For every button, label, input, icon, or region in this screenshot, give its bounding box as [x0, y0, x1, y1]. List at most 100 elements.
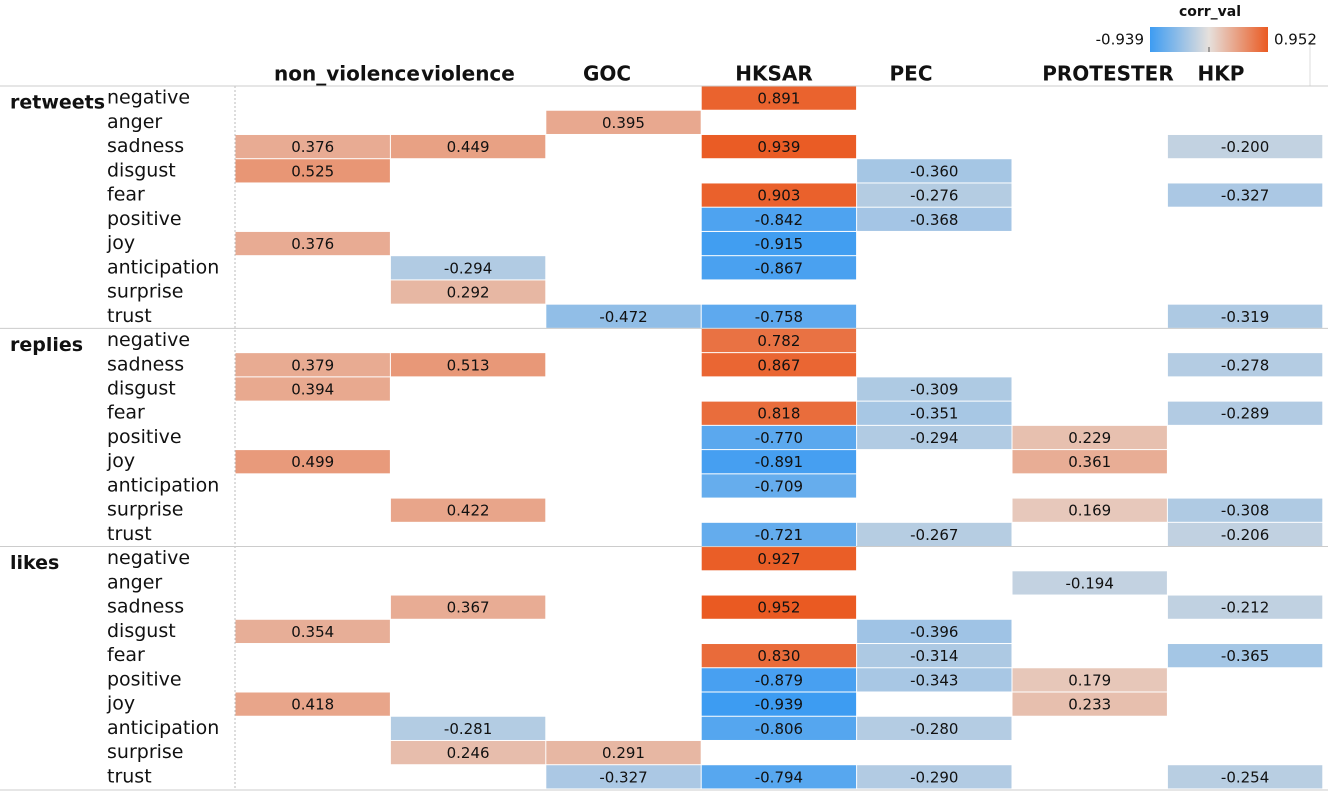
cell-label: -0.294	[910, 429, 958, 447]
row-label: trust	[107, 305, 152, 327]
heat-cell	[701, 644, 857, 668]
heat-cell	[1012, 692, 1167, 716]
cell-label: -0.327	[599, 768, 647, 786]
heat-cell	[857, 619, 1012, 644]
row-label: positive	[107, 426, 182, 448]
heat-cell	[701, 256, 857, 280]
column-label: GOC	[583, 62, 631, 86]
cell-label: 0.927	[757, 550, 800, 568]
heat-cell	[701, 716, 857, 740]
heat-cell	[390, 134, 546, 159]
row-label: surprise	[107, 281, 184, 303]
heat-cell	[701, 450, 857, 474]
heat-cell	[390, 716, 546, 740]
heat-cell	[390, 256, 546, 280]
cell-label: -0.343	[910, 671, 958, 689]
heat-cell	[235, 231, 390, 256]
cell-label: 0.379	[291, 356, 334, 374]
cell-label: 0.169	[1068, 502, 1111, 520]
heat-cell	[235, 377, 390, 401]
cell-label: -0.472	[599, 308, 647, 326]
heat-cell	[1167, 183, 1323, 207]
row-label: fear	[107, 644, 145, 666]
cell-label: 0.830	[757, 647, 800, 665]
heat-cell	[857, 716, 1012, 740]
cell-label: -0.276	[910, 187, 958, 205]
heat-cell	[701, 328, 857, 353]
heat-cell	[701, 401, 857, 425]
row-label: fear	[107, 402, 145, 424]
cell-label: -0.267	[910, 526, 958, 544]
cell-label: -0.327	[1221, 187, 1269, 205]
cell-label: -0.289	[1221, 405, 1269, 423]
legend-title: corr_val	[1179, 4, 1241, 20]
heat-cell	[1012, 668, 1167, 692]
cell-label: 0.891	[757, 90, 800, 108]
cell-label: -0.770	[755, 429, 803, 447]
heat-cell	[701, 425, 857, 450]
column-label: violence	[421, 62, 515, 86]
cell-label: 0.952	[757, 599, 800, 617]
cell-label: 0.418	[291, 696, 334, 714]
row-label: joy	[106, 450, 135, 472]
row-label: joy	[106, 232, 135, 254]
row-label: negative	[107, 329, 190, 351]
row-label: surprise	[107, 741, 184, 763]
cell-label: -0.365	[1221, 647, 1269, 665]
cell-label: -0.351	[910, 405, 958, 423]
cell-label: -0.280	[910, 720, 958, 738]
cell-label: -0.709	[755, 477, 803, 495]
cell-label: -0.939	[755, 696, 803, 714]
cell-label: -0.200	[1221, 138, 1269, 156]
cell-label: 0.513	[447, 356, 490, 374]
heat-cell	[546, 304, 701, 328]
heat-cell	[701, 474, 857, 498]
row-label: anticipation	[107, 717, 219, 739]
row-label: trust	[107, 523, 152, 545]
row-label: anticipation	[107, 256, 219, 278]
heat-cell	[235, 159, 390, 183]
cell-label: 0.246	[447, 744, 490, 762]
row-label: surprise	[107, 499, 184, 521]
legend-min: -0.939	[1096, 31, 1144, 49]
row-label: sadness	[107, 596, 184, 618]
heat-cell	[857, 644, 1012, 668]
cell-label: 0.361	[1068, 453, 1111, 471]
heat-cell	[701, 207, 857, 231]
heat-cell	[857, 765, 1012, 789]
column-label: non_violence	[274, 62, 420, 86]
heat-cell	[1167, 304, 1323, 328]
cell-label: -0.212	[1221, 599, 1269, 617]
heat-cell	[1167, 765, 1323, 789]
row-label: negative	[107, 547, 190, 569]
cell-label: 0.525	[291, 162, 334, 180]
row-label: disgust	[107, 159, 176, 181]
cell-label: -0.794	[755, 768, 803, 786]
cell-label: 0.867	[757, 356, 800, 374]
cell-label: -0.891	[755, 453, 803, 471]
cell-label: -0.360	[910, 162, 958, 180]
cell-label: 0.376	[291, 235, 334, 253]
cell-label: -0.294	[444, 259, 492, 277]
row-label: fear	[107, 184, 145, 206]
heat-cell	[1167, 134, 1323, 159]
heat-cell	[390, 498, 546, 522]
heat-cell	[857, 401, 1012, 425]
cell-label: -0.368	[910, 211, 958, 229]
heat-cell	[390, 353, 546, 377]
row-label: anticipation	[107, 474, 219, 496]
cell-label: 0.229	[1068, 429, 1111, 447]
heat-cell	[1167, 498, 1323, 522]
heat-cell	[235, 692, 390, 716]
heat-cell	[235, 619, 390, 644]
row-label: negative	[107, 87, 190, 109]
cell-label: 0.394	[291, 381, 334, 399]
cell-label: 0.422	[447, 502, 490, 520]
heat-cell	[857, 522, 1012, 547]
heat-cell	[701, 668, 857, 692]
group-label: likes	[10, 552, 59, 574]
heat-cell	[701, 86, 857, 110]
heat-cell	[390, 595, 546, 619]
cell-label: -0.278	[1221, 356, 1269, 374]
